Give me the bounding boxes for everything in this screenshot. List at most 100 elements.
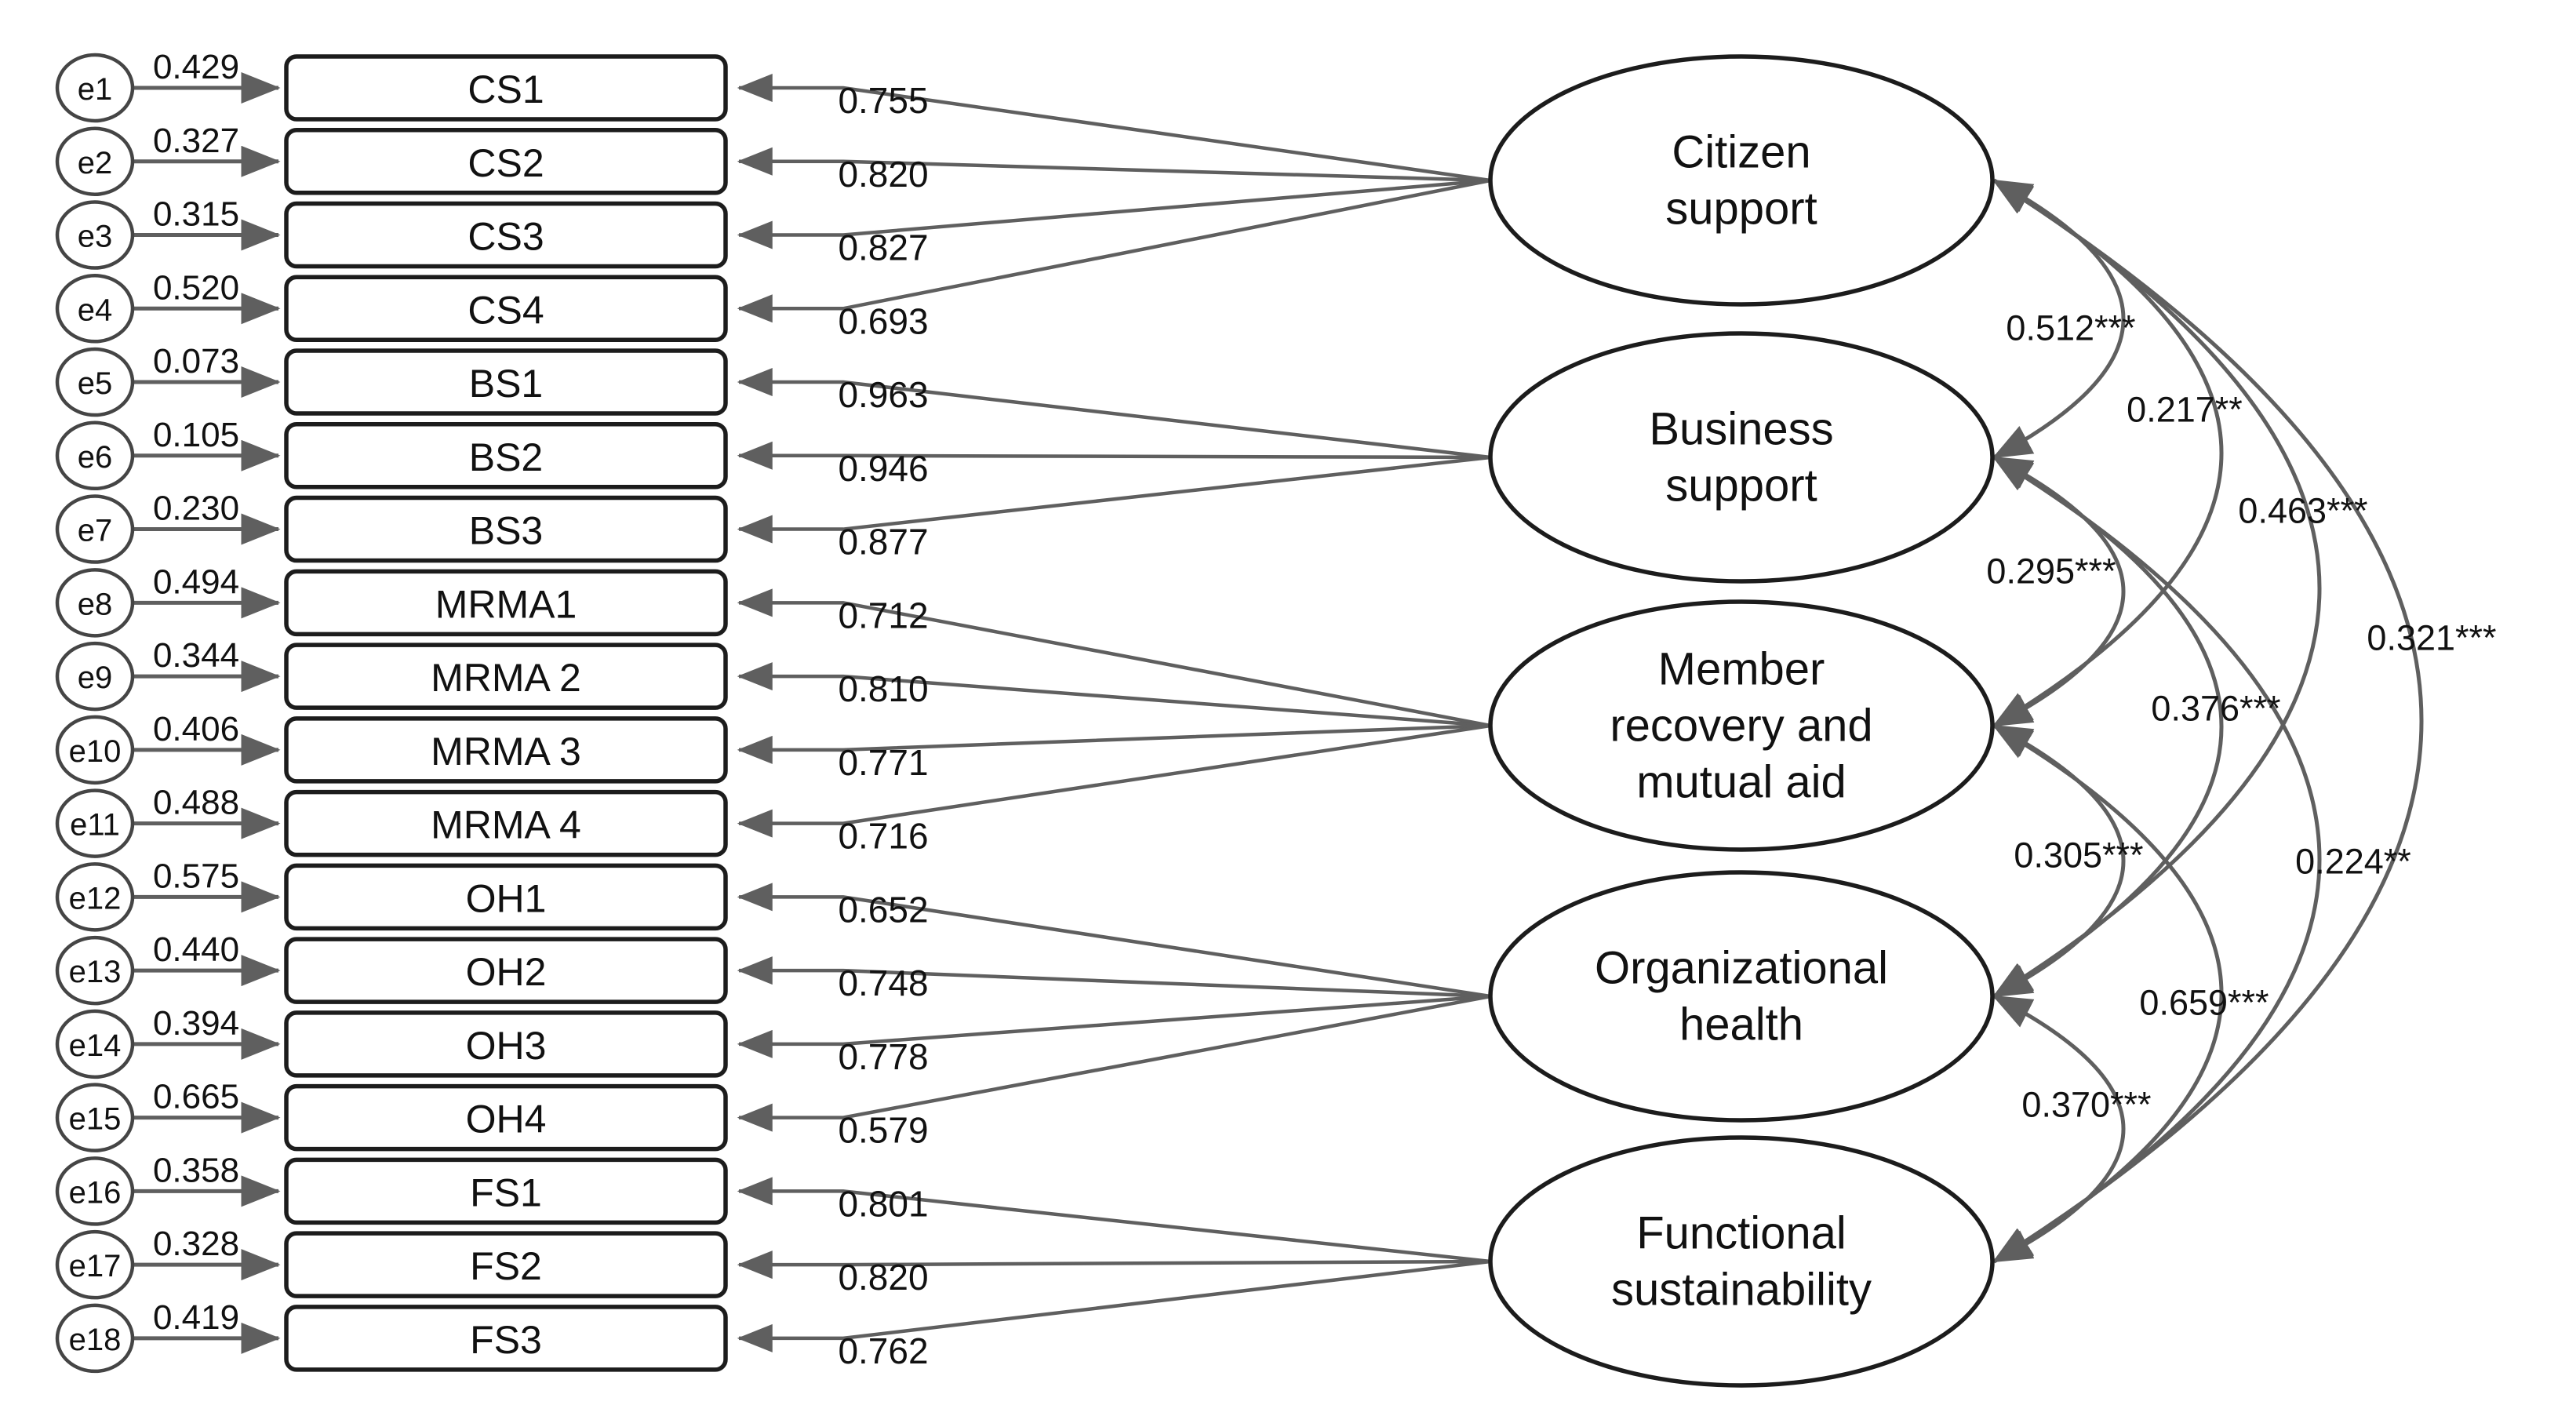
latent-label: Business bbox=[1649, 404, 1833, 455]
loading-arrow bbox=[737, 1177, 1491, 1264]
indicator-box-BS3 bbox=[284, 495, 728, 563]
error-variance-label: 0.358 bbox=[153, 1151, 239, 1189]
latent-ellipse-citizen-support bbox=[1488, 54, 1995, 307]
error-term-circle-e9 bbox=[55, 641, 135, 712]
indicator-box-MRMA3 bbox=[284, 716, 728, 784]
latent-label: Functional bbox=[1636, 1208, 1846, 1259]
loading-value-label: 0.693 bbox=[838, 300, 928, 341]
error-term-circle-e16 bbox=[55, 1156, 135, 1226]
loading-value-label: 0.712 bbox=[838, 595, 928, 635]
correlation-value-label: 0.321*** bbox=[2367, 618, 2496, 658]
indicator-box-OH1 bbox=[284, 863, 728, 931]
error-term-circle-e18 bbox=[55, 1303, 135, 1374]
latent-ellipse-member-recovery bbox=[1488, 599, 1995, 852]
latent-label: recovery and bbox=[1610, 701, 1872, 752]
loading-value-label: 0.877 bbox=[838, 522, 928, 562]
correlation-arcs-layer bbox=[1992, 178, 2424, 1264]
error-term-circle-e4 bbox=[55, 274, 135, 344]
error-term-label: e3 bbox=[78, 220, 113, 254]
indicator-label: BS1 bbox=[469, 362, 544, 406]
indicator-box-OH2 bbox=[284, 937, 728, 1004]
indicator-box-CS4 bbox=[284, 275, 728, 343]
error-term-circle-e3 bbox=[55, 200, 135, 270]
loading-value-label: 0.827 bbox=[838, 228, 928, 268]
loading-value-label: 0.748 bbox=[838, 963, 928, 1003]
indicator-label: MRMA 4 bbox=[431, 803, 581, 847]
error-term-circle-e12 bbox=[55, 862, 135, 932]
error-term-label: e13 bbox=[69, 955, 122, 989]
latent-label: health bbox=[1679, 999, 1803, 1050]
loading-arrow bbox=[737, 723, 1491, 764]
indicator-label: OH2 bbox=[466, 950, 547, 994]
indicator-label: FS3 bbox=[470, 1318, 542, 1362]
loading-arrows-layer bbox=[131, 72, 1491, 1354]
indicator-label: OH3 bbox=[466, 1024, 547, 1068]
indicator-box-OH4 bbox=[284, 1083, 728, 1152]
error-variance-label: 0.419 bbox=[153, 1298, 239, 1337]
loading-value-label: 0.716 bbox=[838, 816, 928, 857]
indicator-label: CS3 bbox=[468, 215, 544, 259]
loading-arrow bbox=[737, 147, 1491, 183]
error-term-label: e15 bbox=[69, 1102, 122, 1137]
error-term-label: e14 bbox=[69, 1028, 122, 1063]
indicator-label: MRMA 2 bbox=[431, 656, 581, 700]
indicator-label: OH1 bbox=[466, 876, 547, 920]
error-term-circle-e5 bbox=[55, 347, 135, 417]
error-term-label: e1 bbox=[78, 72, 113, 107]
loading-value-label: 0.963 bbox=[838, 374, 928, 415]
correlation-value-label: 0.463*** bbox=[2238, 491, 2367, 531]
error-variance-label: 0.575 bbox=[153, 857, 239, 895]
correlation-value-label: 0.512*** bbox=[2006, 308, 2135, 348]
error-variance-label: 0.406 bbox=[153, 710, 239, 748]
indicator-label: BS2 bbox=[469, 435, 544, 479]
error-term-label: e18 bbox=[69, 1323, 122, 1357]
error-term-label: e7 bbox=[78, 514, 113, 548]
correlation-arc bbox=[1992, 178, 2322, 999]
loading-arrow bbox=[737, 441, 1491, 470]
error-term-label: e4 bbox=[78, 293, 113, 327]
loading-arrow bbox=[737, 74, 1491, 183]
loading-value-label: 0.820 bbox=[838, 1257, 928, 1298]
loading-arrow bbox=[737, 723, 1491, 838]
indicator-label: CS2 bbox=[468, 141, 544, 185]
error-variance-label: 0.520 bbox=[153, 268, 239, 307]
indicator-label: OH4 bbox=[466, 1098, 547, 1141]
error-variance-label: 0.665 bbox=[153, 1078, 239, 1116]
error-variance-label: 0.344 bbox=[153, 636, 239, 675]
error-variance-label: 0.494 bbox=[153, 562, 239, 601]
error-term-circle-e15 bbox=[55, 1083, 135, 1152]
correlation-arc bbox=[1992, 723, 2224, 1264]
indicator-label: CS1 bbox=[468, 67, 544, 111]
error-term-label: e6 bbox=[78, 440, 113, 475]
loading-arrow bbox=[737, 368, 1491, 460]
loading-value-label: 0.946 bbox=[838, 448, 928, 489]
correlation-arc bbox=[1992, 994, 2126, 1264]
latent-label: mutual aid bbox=[1636, 757, 1846, 808]
loading-arrow bbox=[737, 883, 1491, 999]
error-term-label: e5 bbox=[78, 366, 113, 401]
error-term-circle-e6 bbox=[55, 420, 135, 491]
error-variance-label: 0.440 bbox=[153, 930, 239, 969]
latent-ellipse-functional-sustainability bbox=[1488, 1135, 1995, 1388]
error-variance-label: 0.394 bbox=[153, 1004, 239, 1043]
indicator-box-FS1 bbox=[284, 1157, 728, 1225]
error-term-label: e9 bbox=[78, 661, 113, 695]
indicator-label: MRMA 3 bbox=[431, 730, 581, 774]
loading-value-label: 0.652 bbox=[838, 889, 928, 930]
indicator-box-CS2 bbox=[284, 128, 728, 195]
indicator-box-BS2 bbox=[284, 422, 728, 490]
loading-value-label: 0.762 bbox=[838, 1331, 928, 1371]
loading-arrow bbox=[737, 994, 1491, 1058]
loading-arrow bbox=[737, 1250, 1491, 1280]
correlation-value-label: 0.217** bbox=[2127, 390, 2243, 430]
indicator-box-MRMA1 bbox=[284, 569, 728, 637]
latent-label: sustainability bbox=[1611, 1265, 1872, 1316]
indicator-box-OH3 bbox=[284, 1010, 728, 1078]
correlation-value-label: 0.305*** bbox=[2014, 835, 2143, 875]
indicator-box-CS3 bbox=[284, 201, 728, 269]
indicator-label: MRMA1 bbox=[435, 582, 577, 626]
loading-value-label: 0.810 bbox=[838, 668, 928, 709]
error-term-circle-e14 bbox=[55, 1009, 135, 1079]
correlation-value-label: 0.370*** bbox=[2021, 1085, 2151, 1125]
